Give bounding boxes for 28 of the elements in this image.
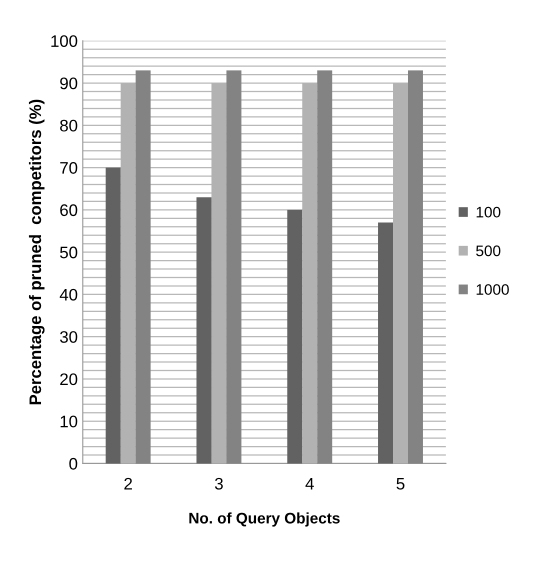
y-tick-label: 20 [60, 373, 78, 386]
y-tick-label: 70 [60, 162, 78, 174]
x-tick-label: 3 [214, 478, 223, 490]
y-tick-label: 50 [60, 246, 78, 258]
legend-label: 500 [476, 245, 500, 256]
bar [317, 70, 332, 464]
bar [226, 70, 242, 464]
bar [287, 210, 302, 464]
bar [136, 70, 151, 464]
x-axis-title: No. of Query Objects [189, 512, 340, 527]
bar [106, 168, 121, 464]
y-tick-label: 100 [51, 35, 78, 48]
bar [408, 70, 423, 464]
y-tick-label: 30 [60, 331, 78, 343]
y-axis-title: Percentage of pruned competitors (%) [28, 100, 45, 404]
legend-label: 1000 [476, 284, 509, 295]
y-tick-label: 90 [60, 77, 78, 90]
y-tick-label: 40 [60, 288, 78, 301]
y-tick-label: 60 [60, 204, 78, 216]
bar [378, 222, 394, 464]
bar [196, 197, 212, 464]
x-tick-label: 2 [124, 478, 132, 490]
y-tick-label: 10 [60, 416, 78, 428]
legend-label: 100 [476, 206, 500, 218]
y-tick-label: 80 [60, 120, 78, 132]
x-tick-label: 5 [396, 478, 404, 490]
y-tick-label: 0 [69, 458, 78, 470]
x-tick-label: 4 [305, 478, 314, 490]
